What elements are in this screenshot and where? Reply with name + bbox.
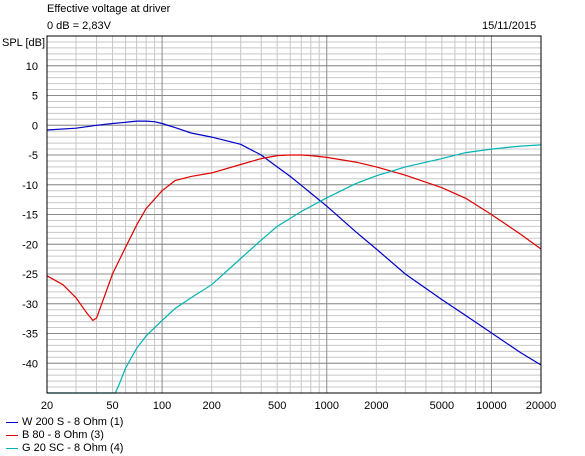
x-tick-label: 100 bbox=[153, 400, 171, 412]
chart-title: Effective voltage at driver bbox=[47, 3, 171, 15]
y-tick-label: -15 bbox=[22, 210, 38, 222]
series-line-2 bbox=[46, 154, 542, 322]
y-tick-label: -40 bbox=[22, 358, 38, 370]
y-tick-label: -20 bbox=[22, 239, 38, 251]
legend-item-3: G 20 SC - 8 Ohm (4) bbox=[6, 442, 123, 456]
y-tick-label: -5 bbox=[28, 150, 38, 162]
y-axis-label: SPL [dB] bbox=[2, 37, 46, 49]
legend-item-2: B 80 - 8 Ohm (3) bbox=[6, 429, 104, 443]
x-tick-label: 5000 bbox=[430, 400, 454, 412]
legend-swatch-2 bbox=[6, 434, 18, 436]
y-tick-label: -25 bbox=[22, 269, 38, 281]
series-lines bbox=[46, 120, 542, 394]
y-tick-label: -35 bbox=[22, 329, 38, 341]
x-tick-label: 10000 bbox=[476, 400, 507, 412]
x-tick-label: 2000 bbox=[364, 400, 388, 412]
legend-swatch-1 bbox=[6, 421, 18, 423]
legend-label-3: G 20 SC - 8 Ohm (4) bbox=[22, 442, 124, 455]
x-tick-label: 1000 bbox=[315, 400, 339, 412]
x-tick-label: 20000 bbox=[526, 400, 557, 412]
y-tick-label: -10 bbox=[22, 180, 38, 192]
x-tick-labels: 20 50 100 200 500 1000 2000 5000 10000 20000 bbox=[41, 400, 556, 412]
legend-swatch-3 bbox=[6, 447, 18, 449]
x-tick-label: 500 bbox=[268, 400, 286, 412]
legend-item-1: W 200 S - 8 Ohm (1) bbox=[6, 416, 123, 430]
x-tick-label: 20 bbox=[41, 400, 53, 412]
legend-label-2: B 80 - 8 Ohm (3) bbox=[22, 429, 104, 442]
date-label: 15/11/2015 bbox=[482, 20, 537, 32]
y-tick-label: 5 bbox=[32, 91, 38, 103]
y-tick-label: -30 bbox=[22, 299, 38, 311]
legend-label-1: W 200 S - 8 Ohm (1) bbox=[22, 416, 124, 429]
x-tick-label: 50 bbox=[106, 400, 118, 412]
x-tick-label: 200 bbox=[202, 400, 220, 412]
y-tick-label: 10 bbox=[26, 61, 38, 73]
y-tick-label: 0 bbox=[32, 120, 38, 132]
series-line-1 bbox=[46, 120, 542, 366]
series-line-3 bbox=[47, 144, 542, 394]
y-tick-labels: 10 5 0 -5 -10 -15 -20 -25 -30 -35 -40 bbox=[22, 61, 38, 371]
reference-level: 0 dB = 2,83V bbox=[47, 20, 111, 32]
plot-frame bbox=[46, 35, 542, 394]
